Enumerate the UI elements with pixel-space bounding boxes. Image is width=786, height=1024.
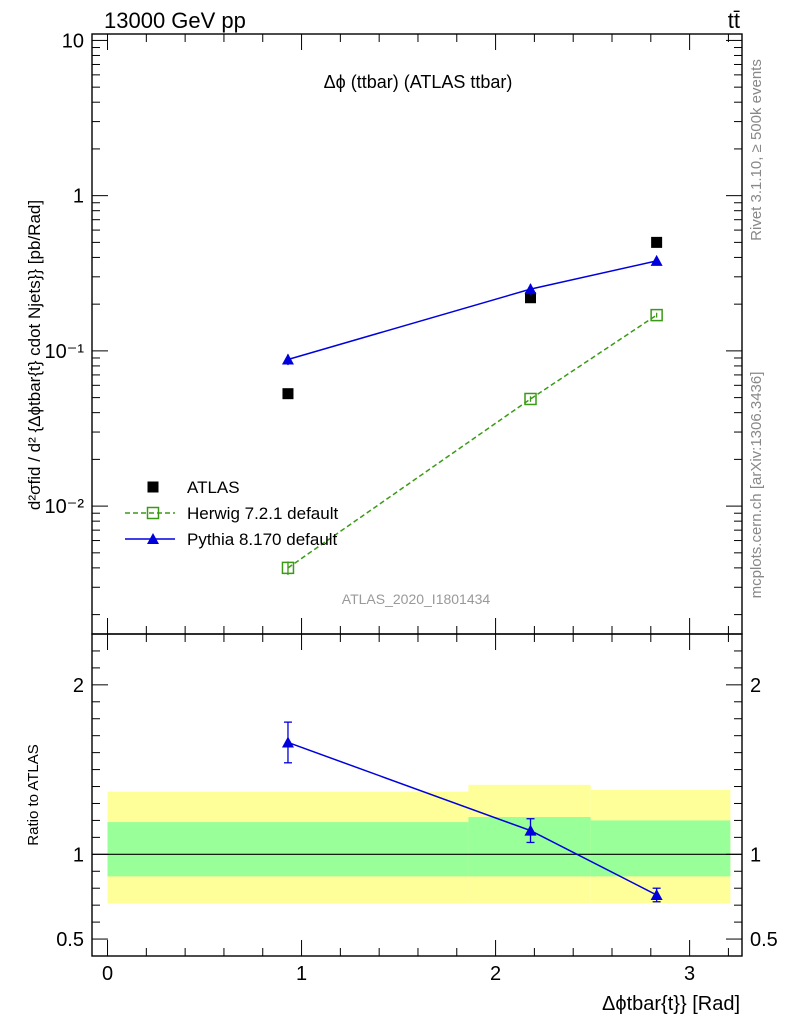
data-point: [650, 308, 663, 322]
ratio-point: [650, 888, 663, 900]
ratio-y-tick-label-left: 0.5: [56, 929, 84, 951]
legend-label: ATLAS: [187, 478, 240, 497]
series-line: [287, 260, 657, 361]
series-2: [281, 254, 663, 366]
mcplots-label: mcplots.cern.ch [arXiv:1306.3436]: [748, 372, 765, 599]
ratio-y-tick-label-right: 1: [750, 844, 761, 866]
legend-marker: [147, 533, 159, 544]
inner-uncertainty-band: [590, 820, 731, 877]
collision-energy-title: 13000 GeV pp: [104, 8, 246, 33]
x-tick-label: 2: [490, 963, 501, 985]
y-tick-label: 1: [73, 186, 84, 208]
data-point: [524, 392, 537, 406]
data-point: [281, 353, 294, 365]
y-tick-label: 10⁻¹: [45, 341, 85, 363]
analysis-watermark: ATLAS_2020_I1801434: [342, 591, 491, 607]
inner-uncertainty-band: [468, 817, 591, 877]
ratio-series-0: [281, 721, 663, 903]
ratio-y-tick-label-right: 0.5: [750, 929, 778, 951]
data-point: [651, 236, 663, 248]
ratio-point: [524, 824, 537, 836]
legend-marker: [146, 506, 160, 520]
data-point: [282, 388, 294, 400]
series-1: [281, 308, 663, 575]
data-point: [525, 292, 537, 304]
ratio-frame: [91, 633, 743, 957]
process-title: tt̄: [728, 8, 740, 33]
ratio-point: [281, 736, 294, 748]
series-0: [282, 236, 663, 400]
legend-marker: [147, 481, 159, 493]
inner-uncertainty-band: [107, 822, 469, 877]
ratio-y-tick-label-right: 2: [750, 675, 761, 697]
y-tick-label: 10⁻²: [45, 496, 85, 518]
data-point: [281, 561, 295, 575]
ratio-y-axis-label: Ratio to ATLAS: [25, 744, 42, 845]
ratio-y-tick-label-left: 1: [73, 844, 84, 866]
x-tick-label: 3: [684, 963, 695, 985]
data-point: [524, 283, 537, 295]
main-plot-title: Δϕ (ttbar) (ATLAS ttbar): [324, 72, 513, 92]
x-axis-label: Δϕtbar{t}} [Rad]: [602, 993, 740, 1015]
legend: ATLAS Herwig 7.2.1 default Pythia 8.170 de…: [125, 478, 338, 549]
legend-label: Pythia 8.170 default: [187, 530, 338, 549]
y-tick-label: 10: [62, 30, 84, 52]
rivet-version-label: Rivet 3.1.10, ≥ 500k events: [748, 59, 765, 241]
ratio-y-tick-label-left: 2: [73, 675, 84, 697]
ratio-panel: 2 2 1 1 0.5 0.5 0 1 2 3: [56, 633, 778, 985]
main-y-axis-label: d²σfid / d² {Δϕtbar{t} cdot Njets}} [pb/…: [25, 200, 44, 510]
legend-label: Herwig 7.2.1 default: [187, 504, 338, 523]
data-point: [650, 254, 663, 266]
x-tick-label: 0: [102, 963, 113, 985]
x-tick-label: 1: [296, 963, 307, 985]
series-line: [287, 314, 658, 569]
